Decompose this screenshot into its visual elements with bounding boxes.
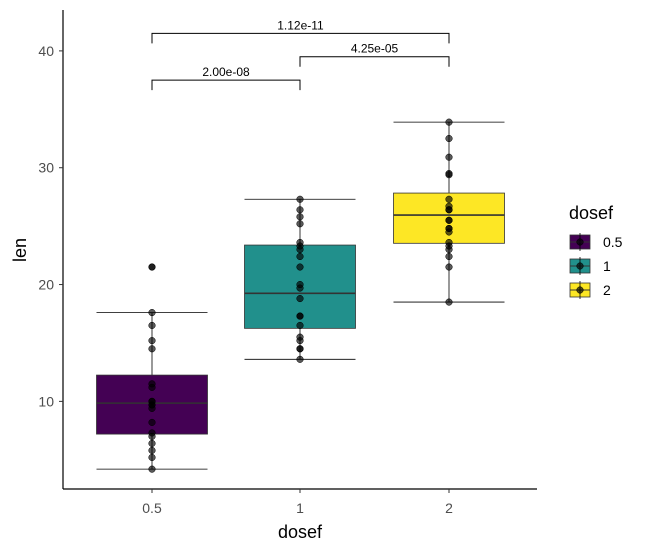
x-tick-label: 1	[296, 500, 304, 516]
data-point	[445, 153, 453, 161]
y-axis-title: len	[10, 238, 30, 262]
data-point	[445, 118, 453, 126]
y-tick-label: 10	[38, 393, 54, 409]
data-point	[148, 309, 156, 317]
data-point	[445, 195, 453, 203]
legend-item-2: 2	[569, 281, 611, 299]
legend-label: 2	[603, 282, 611, 298]
data-point	[296, 220, 304, 228]
x-tick-label: 2	[445, 500, 453, 516]
significance-bracket: 4.25e-05	[299, 42, 450, 67]
data-point	[148, 380, 156, 388]
data-point	[296, 213, 304, 221]
data-point	[296, 345, 304, 353]
data-point	[296, 295, 304, 303]
data-point	[148, 465, 156, 473]
p-value-label: 2.00e-08	[202, 65, 250, 79]
data-point	[445, 202, 453, 210]
y-tick-label: 20	[38, 277, 54, 293]
bracket-line	[151, 79, 301, 91]
bracket-line	[151, 32, 450, 44]
data-point	[445, 298, 453, 306]
data-point	[296, 195, 304, 203]
data-point	[296, 312, 304, 320]
x-axis-title: dosef	[278, 522, 323, 542]
data-point	[296, 321, 304, 329]
data-point	[296, 333, 304, 341]
data-point	[148, 439, 156, 447]
data-point	[148, 337, 156, 345]
legend-key-point	[576, 262, 584, 270]
legend-label: 1	[603, 258, 611, 274]
data-point	[445, 263, 453, 271]
data-point	[148, 429, 156, 437]
data-point	[296, 206, 304, 214]
data-point	[148, 263, 156, 271]
data-point	[148, 418, 156, 426]
legend-key-point	[576, 286, 584, 294]
legend: dosef 0.5 1 2	[569, 203, 623, 299]
p-value-label: 4.25e-05	[351, 42, 399, 56]
data-point	[445, 216, 453, 224]
data-point	[296, 263, 304, 271]
data-point	[148, 453, 156, 462]
data-point	[148, 397, 156, 405]
data-point	[296, 238, 304, 247]
legend-title: dosef	[569, 203, 614, 223]
legend-item-0.5: 0.5	[569, 233, 623, 251]
ticks: 10 20 30 40 0.5 1 2	[38, 43, 453, 516]
p-value-label: 1.12e-11	[277, 18, 324, 32]
x-tick-label: 0.5	[142, 500, 162, 516]
data-point	[296, 355, 304, 363]
significance-bracket: 2.00e-08	[151, 65, 301, 91]
data-point	[296, 280, 304, 289]
data-point	[148, 446, 156, 454]
data-point	[148, 321, 156, 329]
data-point	[296, 252, 304, 261]
data-point	[148, 345, 156, 353]
data-point	[445, 170, 453, 178]
bracket-line	[299, 56, 450, 67]
data-point	[445, 252, 453, 261]
data-point	[445, 238, 453, 247]
y-tick-label: 40	[38, 43, 54, 59]
data-point	[445, 224, 453, 233]
legend-item-1: 1	[569, 257, 611, 275]
y-tick-label: 30	[38, 160, 54, 176]
plot-area: 2.00e-08 4.25e-05 1.12e-11	[96, 18, 505, 473]
data-point	[445, 134, 453, 143]
legend-label: 0.5	[603, 234, 623, 250]
legend-key-point	[576, 238, 584, 246]
significance-bracket: 1.12e-11	[151, 18, 450, 44]
